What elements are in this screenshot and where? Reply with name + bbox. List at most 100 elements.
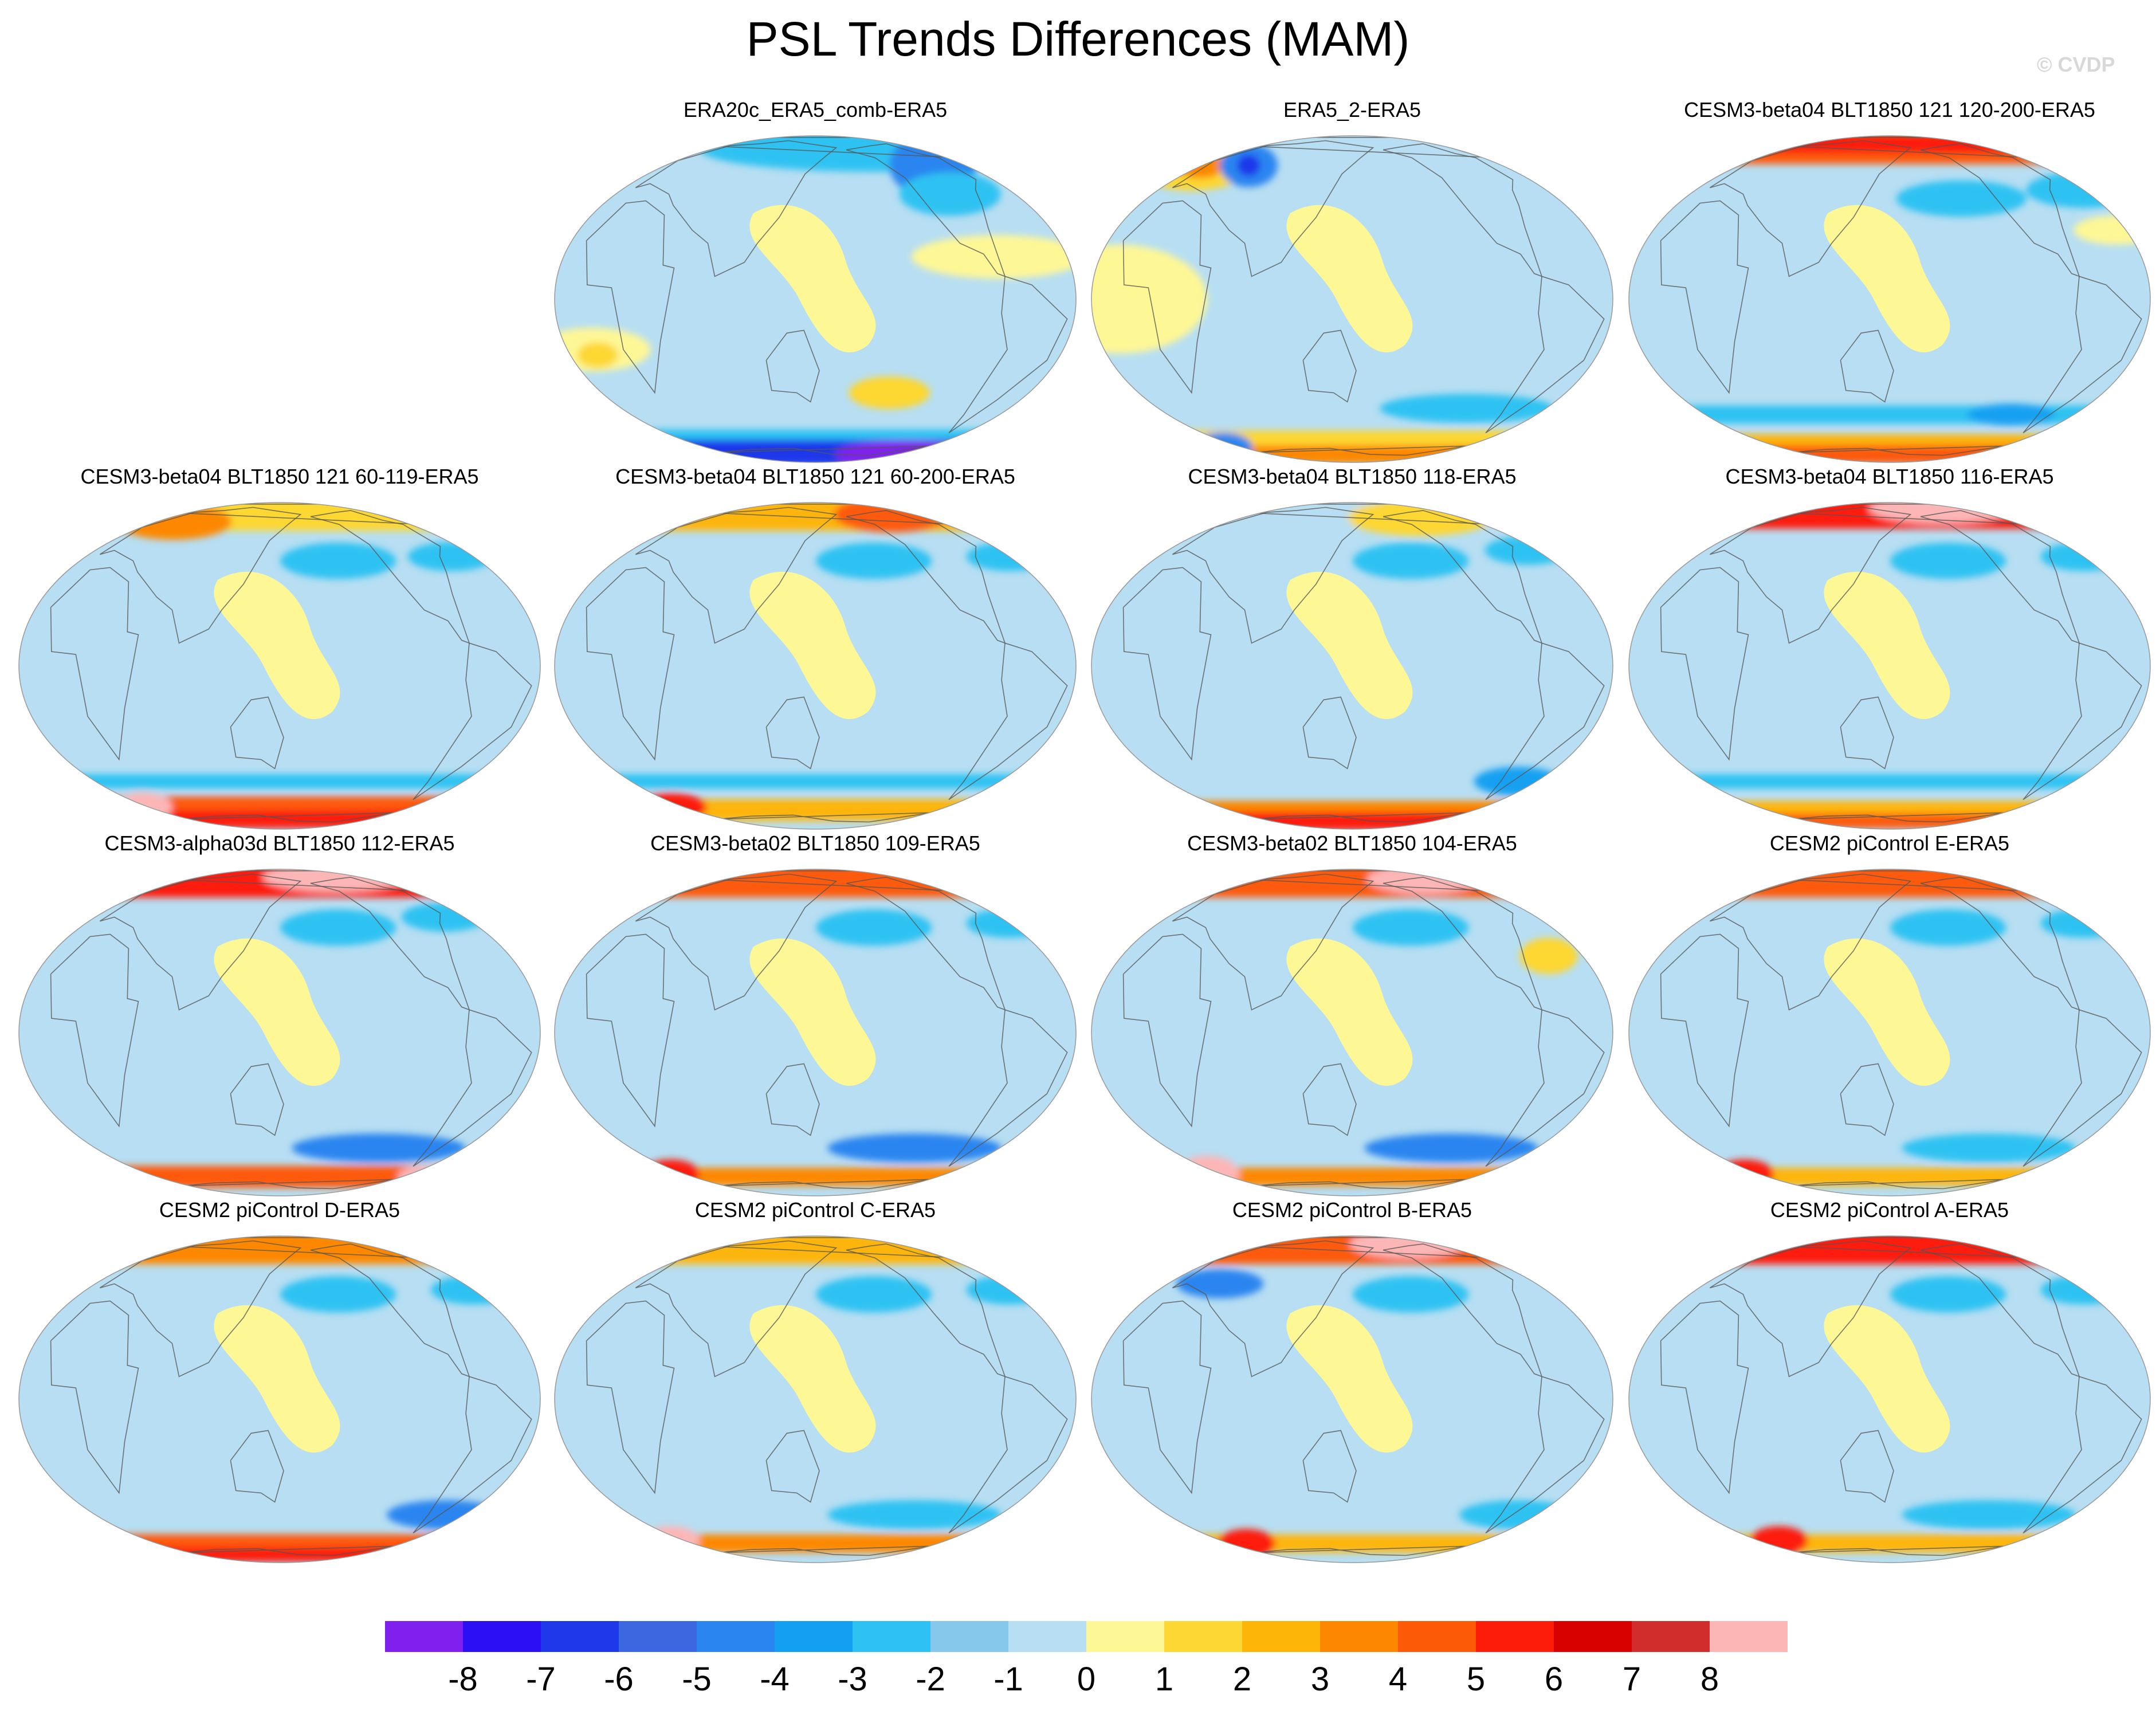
coastline bbox=[50, 567, 139, 761]
coastline bbox=[1302, 329, 1357, 403]
anomaly-blob bbox=[407, 541, 495, 571]
anomaly-band bbox=[555, 774, 1076, 789]
map-panel: CESM3-beta02 BLT1850 104-ERA5 bbox=[1084, 831, 1620, 1198]
anomaly-blob bbox=[280, 909, 396, 946]
coastline bbox=[1485, 276, 1605, 434]
coastline bbox=[1172, 140, 1375, 277]
panel-title: CESM3-beta04 BLT1850 118-ERA5 bbox=[1188, 465, 1517, 488]
coastline bbox=[413, 1376, 532, 1534]
coastline bbox=[1122, 933, 1212, 1128]
anomaly-blob bbox=[401, 902, 489, 932]
colorbar-tick-label: 5 bbox=[1466, 1661, 1486, 1698]
tropical-pattern bbox=[1286, 571, 1413, 719]
anomaly-blob bbox=[1459, 1500, 1576, 1529]
map-panel: CESM2 piControl A-ERA5 bbox=[1621, 1198, 2156, 1564]
coastline bbox=[846, 877, 1006, 1011]
colorbar-tick-label: 3 bbox=[1310, 1661, 1330, 1698]
anomaly-blob bbox=[911, 235, 1076, 279]
colorbar-tick-label: 2 bbox=[1232, 1661, 1252, 1698]
tropical-pattern bbox=[1286, 205, 1413, 352]
coastline bbox=[1302, 1063, 1357, 1136]
panel-title: CESM3-beta02 BLT1850 104-ERA5 bbox=[1187, 831, 1517, 855]
anomaly-blob bbox=[1485, 536, 1572, 565]
anomaly-blob bbox=[1519, 937, 1578, 974]
anomaly-band bbox=[1629, 445, 2150, 462]
coastline bbox=[1383, 510, 1543, 644]
panel-title: CESM3-beta04 BLT1850 116-ERA5 bbox=[1725, 465, 2054, 488]
map-globe bbox=[1091, 135, 1613, 463]
colorbar-swatch bbox=[853, 1621, 930, 1652]
anomaly-blob bbox=[641, 1159, 700, 1189]
colorbar-swatch bbox=[1710, 1621, 1788, 1652]
coastline bbox=[1660, 1300, 1749, 1494]
colorbar-tick-label: 7 bbox=[1622, 1661, 1641, 1698]
coastline bbox=[1709, 140, 1912, 277]
anomaly-blob bbox=[816, 1276, 932, 1313]
coastline bbox=[50, 1300, 139, 1494]
tropical-pattern bbox=[749, 205, 876, 352]
map-panel: CESM2 piControl D-ERA5 bbox=[11, 1198, 548, 1564]
panel-title: CESM2 piControl C-ERA5 bbox=[694, 1198, 936, 1222]
anomaly-blob bbox=[1091, 245, 1208, 354]
anomaly-blob bbox=[1890, 1276, 2006, 1313]
anomaly-band bbox=[1091, 445, 1613, 462]
coastline bbox=[1709, 1240, 1912, 1378]
anomaly-blob bbox=[280, 543, 396, 579]
coastline bbox=[948, 1009, 1068, 1167]
coastline bbox=[1485, 642, 1605, 800]
anomaly-blob bbox=[1173, 149, 1226, 179]
coastline bbox=[1172, 873, 1375, 1011]
panel-title: CESM3-beta04 BLT1850 121 60-119-ERA5 bbox=[80, 465, 479, 488]
coastline bbox=[1172, 1240, 1375, 1378]
map-globe bbox=[1091, 1235, 1613, 1563]
anomaly-blob bbox=[700, 136, 1048, 172]
anomaly-blob bbox=[1896, 180, 2027, 217]
anomaly-blob bbox=[816, 543, 932, 579]
map-globe bbox=[1091, 502, 1613, 830]
colorbar-tick-label: 4 bbox=[1388, 1661, 1408, 1698]
colorbar-swatch bbox=[541, 1621, 619, 1652]
globe-outline bbox=[554, 135, 1077, 463]
coastline bbox=[1485, 1009, 1605, 1167]
colorbar-swatch bbox=[697, 1621, 775, 1652]
coastline bbox=[99, 507, 302, 644]
map-globe bbox=[1628, 502, 2151, 830]
coastline bbox=[2023, 1009, 2142, 1167]
panel-title: CESM3-beta02 BLT1850 109-ERA5 bbox=[650, 831, 980, 855]
coastline bbox=[310, 510, 470, 644]
panel-title: CESM2 piControl D-ERA5 bbox=[159, 1198, 400, 1222]
coastline bbox=[846, 510, 1006, 644]
colorbar-tick-label: -2 bbox=[916, 1661, 945, 1698]
globe-outline bbox=[554, 869, 1077, 1196]
colorbar-swatch bbox=[1476, 1621, 1554, 1652]
coastline bbox=[948, 1376, 1068, 1534]
panel-title: ERA20c_ERA5_comb-ERA5 bbox=[683, 98, 948, 121]
anomaly-band bbox=[555, 503, 1076, 531]
colorbar-tick-label: -4 bbox=[760, 1661, 790, 1698]
globe-outline bbox=[554, 1235, 1077, 1563]
coastline bbox=[765, 1063, 820, 1136]
figure-title: PSL Trends Differences (MAM) bbox=[746, 12, 1410, 66]
coastline bbox=[1383, 1243, 1543, 1378]
anomaly-blob bbox=[2026, 171, 2142, 208]
globe-outline bbox=[18, 1235, 541, 1563]
coastline bbox=[846, 143, 1006, 277]
coastline bbox=[586, 1300, 675, 1494]
anomaly-blob bbox=[641, 1526, 700, 1556]
map-panel: CESM3-beta04 BLT1850 121 60-119-ERA5 bbox=[11, 464, 548, 831]
colorbar-tick-label: -7 bbox=[526, 1661, 556, 1698]
colorbar-swatch bbox=[930, 1621, 1008, 1652]
panel-title: CESM2 piControl B-ERA5 bbox=[1232, 1198, 1472, 1222]
colorbar-swatch bbox=[1008, 1621, 1086, 1652]
tropical-pattern bbox=[749, 1305, 876, 1453]
coastline bbox=[99, 873, 302, 1011]
tropical-pattern bbox=[214, 571, 340, 719]
coastline bbox=[1485, 1376, 1605, 1534]
colorbar-swatch bbox=[1398, 1621, 1476, 1652]
map-panel: CESM3-alpha03d BLT1850 112-ERA5 bbox=[11, 831, 548, 1198]
coastline bbox=[230, 696, 284, 770]
coastline bbox=[230, 1063, 284, 1136]
anomaly-blob bbox=[114, 792, 172, 822]
tropical-pattern bbox=[214, 938, 340, 1086]
tropical-pattern bbox=[1824, 1305, 1950, 1453]
